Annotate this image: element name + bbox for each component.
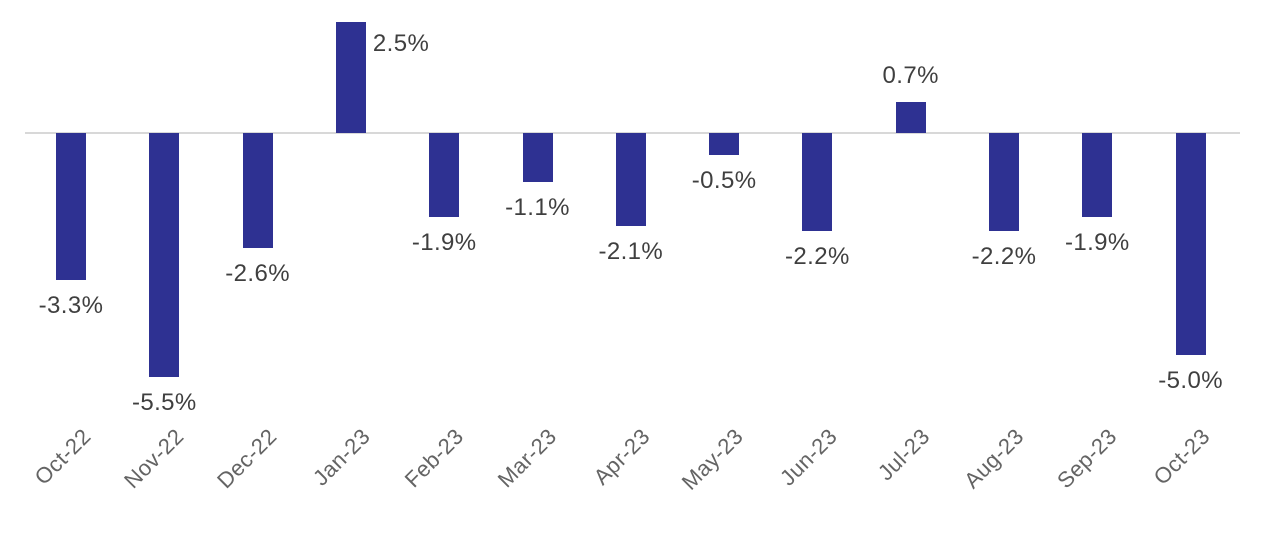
value-label-apr-23: -2.1% (598, 238, 664, 266)
x-axis-label-jul-23: Jul-23 (873, 423, 935, 486)
value-label-jun-23: -2.2% (785, 242, 850, 270)
bar-oct-23 (1175, 133, 1206, 355)
value-label-nov-22: -5.5% (131, 389, 197, 417)
value-label-oct-22: -3.3% (38, 291, 104, 319)
value-label-oct-23: -5.0% (1158, 367, 1223, 394)
x-axis-label-nov-22: Nov-22 (119, 423, 189, 494)
value-label-may-23: -0.5% (691, 167, 757, 195)
value-label-sep-23: -1.9% (1064, 229, 1130, 257)
bar-feb-23 (429, 133, 460, 218)
bar-jul-23 (895, 101, 926, 133)
value-label-dec-22: -2.6% (225, 260, 290, 288)
x-axis-label-oct-22: Oct-22 (29, 423, 96, 490)
x-axis-label-dec-22: Dec-22 (212, 423, 282, 494)
x-axis-label-jun-23: Jun-23 (774, 423, 842, 491)
bar-mar-23 (522, 133, 553, 182)
bar-jun-23 (802, 133, 833, 231)
x-axis-label-jan-23: Jan-23 (308, 423, 376, 491)
x-axis-label-apr-23: Apr-23 (589, 423, 656, 490)
value-label-mar-23: -1.1% (505, 193, 570, 221)
x-axis-label-oct-23: Oct-23 (1148, 423, 1215, 490)
value-label-feb-23: -1.9% (411, 229, 477, 257)
x-axis-label-mar-23: Mar-23 (493, 423, 562, 493)
x-axis-label-sep-23: Sep-23 (1052, 423, 1122, 494)
bar-aug-23 (989, 133, 1019, 231)
value-label-aug-23: -2.2% (971, 242, 1037, 270)
x-axis-label-aug-23: Aug-23 (958, 423, 1029, 494)
bar-nov-22 (149, 133, 180, 378)
bar-sep-23 (1082, 133, 1113, 218)
bar-oct-22 (56, 133, 86, 280)
x-axis-label-may-23: May-23 (677, 423, 749, 495)
value-label-jan-23: 2.5% (372, 30, 430, 57)
bar-dec-22 (242, 133, 273, 249)
value-label-jul-23: 0.7% (882, 61, 939, 89)
x-axis-label-feb-23: Feb-23 (399, 423, 469, 493)
bar-jan-23 (335, 22, 366, 133)
bar-apr-23 (615, 133, 646, 227)
bar-may-23 (709, 133, 740, 156)
